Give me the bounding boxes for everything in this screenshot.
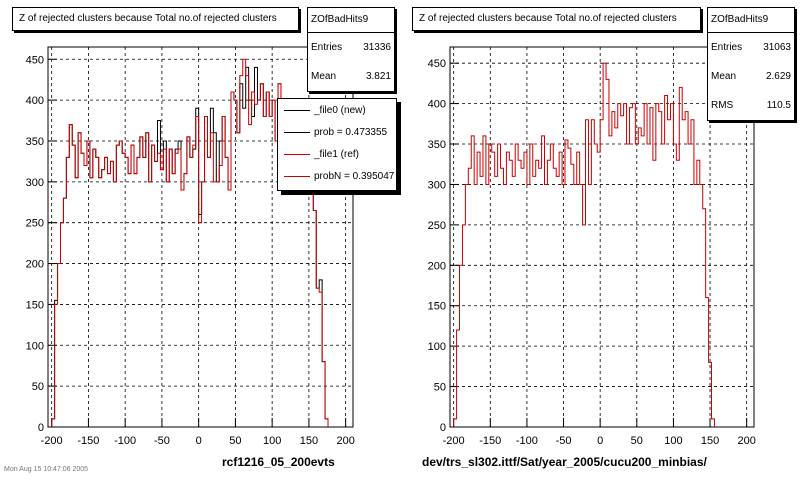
right-stats-value: 31063 (763, 42, 791, 53)
right-plot-svg: -200 -150 -100 -50 0 50 100 150 200 0 50 100 150 200 2… (428, 46, 756, 447)
x-tick-label: -200 (41, 435, 63, 447)
right-stats-label: Entries (711, 42, 743, 53)
legend-item: _file1 (ref) (278, 143, 396, 165)
right-stats-label: RMS (711, 100, 734, 111)
left-stats-label: Mean (311, 71, 337, 82)
right-stats-label: Mean (711, 71, 737, 82)
left-stats-row: Mean 3.821 (308, 62, 394, 91)
right-stats-value: 110.5 (766, 100, 791, 111)
footer-timestamp: Mon Aug 15 10:47:06 2005 (4, 466, 89, 473)
x-tick-label: 50 (229, 435, 241, 447)
left-stats-box[interactable]: ZOfBadHits9 Entries 31336 Mean 3.821 (307, 7, 395, 92)
right-stats-row: RMS 110.5 (708, 91, 794, 120)
left-stats-value: 3.821 (365, 71, 391, 82)
x-tick-label: -50 (154, 435, 170, 447)
right-frame (449, 46, 755, 428)
right-series (453, 62, 715, 427)
y-tick-label: 150 (428, 301, 446, 313)
legend-swatch (284, 153, 310, 155)
left-panel: -200 -150 -100 -50 0 50 100 150 200 0 50 100 150 200 2… (4, 7, 397, 473)
right-stats-box[interactable]: ZOfBadHits9 Entries 31063 Mean 2.629 RMS 11… (707, 7, 795, 121)
y-tick-label: 200 (26, 259, 44, 271)
y-tick-label: 250 (428, 220, 446, 232)
x-tick-label: -100 (516, 435, 538, 447)
x-tick-label: 50 (631, 435, 643, 447)
legend-swatch (284, 175, 310, 177)
y-tick-label: 250 (26, 218, 44, 230)
histogram-series-line (453, 62, 715, 427)
y-tick-label: 150 (26, 299, 44, 311)
right-panel: -200 -150 -100 -50 0 50 100 150 200 0 50 100 150 200 2… (400, 0, 800, 480)
y-tick-label: 350 (428, 139, 446, 151)
right-ticks: -200 -150 -100 -50 0 50 100 150 200 0 50 100 150 200 2… (428, 58, 756, 447)
legend-item: _file0 (new) (278, 99, 396, 121)
legend-swatch (284, 131, 310, 133)
right-stats-row: Entries 31063 (708, 33, 794, 62)
y-tick-label: 300 (26, 177, 44, 189)
y-tick-label: 50 (434, 382, 446, 394)
x-tick-label: 150 (300, 435, 318, 447)
x-tick-label: -50 (556, 435, 572, 447)
x-tick-label: -200 (443, 435, 465, 447)
legend-label: _file1 (ref) (314, 148, 360, 160)
left-stats-label: Entries (311, 42, 343, 53)
left-x-axis-label: rcf1216_05_200evts (222, 455, 335, 469)
x-tick-label: -150 (479, 435, 501, 447)
x-tick-label: -100 (114, 435, 136, 447)
y-tick-label: 450 (26, 54, 44, 66)
y-tick-label: 400 (428, 99, 446, 111)
x-tick-label: 0 (196, 435, 202, 447)
legend-label: _file0 (new) (314, 104, 366, 116)
right-chart-title: Z of rejected clusters because Total no.… (412, 7, 701, 31)
left-stats-row: Entries 31336 (308, 33, 394, 62)
right-stats-name: ZOfBadHits9 (708, 8, 794, 33)
x-tick-label: 100 (664, 435, 682, 447)
x-tick-label: 100 (263, 435, 281, 447)
right-x-axis-label: dev/trs_sl302.ittf/Sat/year_2005/cucu200… (422, 455, 707, 469)
x-tick-label: 200 (737, 435, 755, 447)
y-tick-label: 300 (428, 179, 446, 191)
y-tick-label: 400 (26, 95, 44, 107)
legend-label: prob = 0.473355 (314, 126, 388, 138)
legend[interactable]: _file0 (new) prob = 0.473355 _file1 (ref… (277, 98, 397, 191)
left-stats-name: ZOfBadHits9 (308, 8, 394, 33)
x-tick-label: 150 (701, 435, 719, 447)
right-stats-row: Mean 2.629 (708, 62, 794, 91)
y-tick-label: 0 (38, 422, 44, 434)
legend-swatch (284, 109, 310, 111)
y-tick-label: 100 (26, 340, 44, 352)
x-tick-label: 200 (336, 435, 354, 447)
x-tick-label: 0 (597, 435, 603, 447)
y-tick-label: 50 (32, 381, 44, 393)
left-chart-title: Z of rejected clusters because Total no.… (12, 7, 299, 31)
y-tick-label: 100 (428, 341, 446, 353)
legend-item: prob = 0.473355 (278, 121, 396, 143)
legend-label: probN = 0.395047 (314, 170, 395, 182)
y-tick-label: 350 (26, 136, 44, 148)
right-grid (450, 47, 754, 428)
y-tick-label: 450 (428, 58, 446, 70)
left-ticks: -200 -150 -100 -50 0 50 100 150 200 0 50 100 150 200 2… (26, 54, 355, 447)
x-tick-label: -150 (77, 435, 99, 447)
y-tick-label: 200 (428, 260, 446, 272)
right-stats-value: 2.629 (765, 71, 791, 82)
legend-item: probN = 0.395047 (278, 165, 396, 187)
y-tick-label: 0 (440, 422, 446, 434)
left-stats-value: 31336 (363, 42, 391, 53)
